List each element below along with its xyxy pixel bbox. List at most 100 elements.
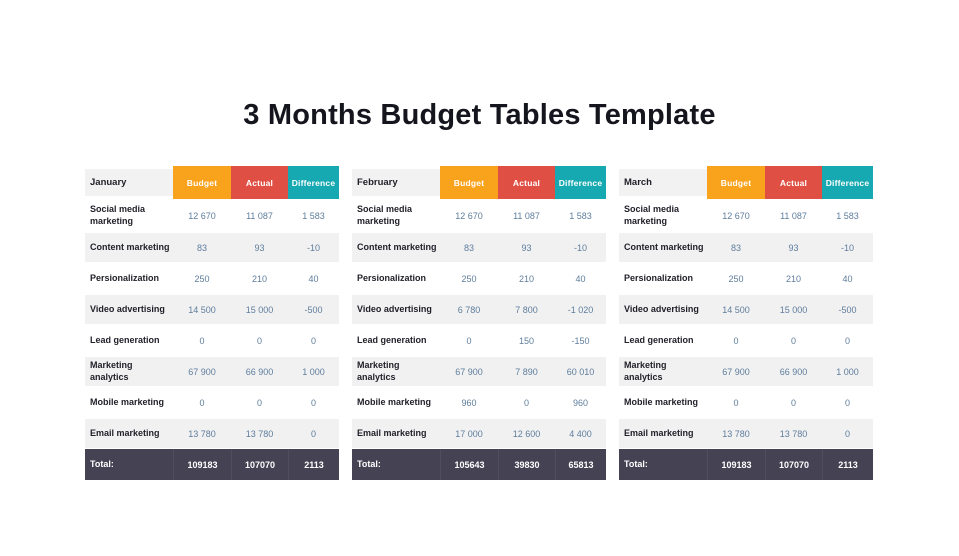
row-label: Video advertising (90, 303, 165, 314)
total-budget: 105643 (440, 449, 498, 480)
total-difference: 2113 (288, 449, 339, 480)
cell-difference: 0 (844, 397, 850, 408)
cell-actual: 210 (785, 273, 802, 284)
month-label: February (352, 169, 440, 196)
table-row: Lead generation 0 150 -150 (352, 325, 606, 356)
table-row: Video advertising 14 500 15 000 -500 (619, 294, 873, 325)
cell-difference: 1 583 (836, 210, 859, 221)
cell-actual: 11 087 (246, 210, 273, 221)
row-label: Email marketing (357, 427, 427, 438)
table-row: Lead generation 0 0 0 (85, 325, 339, 356)
cell-difference: 60 010 (566, 366, 595, 377)
total-label: Total: (624, 458, 648, 469)
cell-budget: 13 780 (722, 428, 750, 439)
cell-actual: 0 (523, 397, 529, 408)
cell-actual: 66 900 (779, 366, 808, 377)
table-row: Video advertising 6 780 7 800 -1 020 (352, 294, 606, 325)
cell-actual: 0 (790, 335, 796, 346)
cell-budget: 12 670 (188, 210, 216, 221)
cell-actual: 93 (521, 242, 532, 253)
total-row: Total: 109183 107070 2113 (85, 449, 339, 480)
table-row: Marketing analytics 67 900 66 900 1 000 (85, 356, 339, 387)
cell-difference: -10 (840, 242, 854, 253)
cell-budget: 14 500 (722, 304, 750, 315)
cell-difference: 1 000 (836, 366, 859, 377)
total-budget: 109183 (707, 449, 765, 480)
cell-budget: 250 (194, 273, 210, 284)
cell-difference: 4 400 (569, 428, 592, 439)
cell-actual: 93 (788, 242, 799, 253)
row-label: Mobile marketing (624, 396, 699, 407)
column-header-actual: Actual (231, 166, 288, 199)
row-label: Video advertising (357, 303, 432, 314)
table-row: Persionalization 250 210 40 (619, 263, 873, 294)
row-label: Social media marketing (357, 204, 413, 226)
table-row: Content marketing 83 93 -10 (352, 232, 606, 263)
row-label: Content marketing (357, 241, 437, 252)
cell-budget: 0 (199, 335, 205, 346)
cell-actual: 15 000 (245, 304, 274, 315)
row-label: Mobile marketing (357, 396, 432, 407)
row-label: Email marketing (90, 427, 160, 438)
cell-actual: 150 (518, 335, 535, 346)
cell-actual: 11 087 (513, 210, 540, 221)
cell-difference: 0 (310, 428, 316, 439)
cell-budget: 0 (733, 335, 739, 346)
table-row: Video advertising 14 500 15 000 -500 (85, 294, 339, 325)
table-row: Mobile marketing 0 0 0 (85, 387, 339, 418)
table-row: Mobile marketing 0 0 0 (619, 387, 873, 418)
table-row: Marketing analytics 67 900 7 890 60 010 (352, 356, 606, 387)
cell-actual: 210 (251, 273, 268, 284)
row-label: Lead generation (90, 334, 160, 345)
cell-budget: 67 900 (455, 366, 483, 377)
table-row: Persionalization 250 210 40 (85, 263, 339, 294)
row-label: Marketing analytics (90, 360, 133, 382)
column-header-difference: Difference (288, 166, 339, 199)
cell-budget: 83 (463, 242, 474, 253)
row-label: Lead generation (624, 334, 694, 345)
column-header-budget: Budget (707, 166, 765, 199)
table-header: February Budget Actual Difference (352, 166, 606, 199)
cell-budget: 960 (461, 397, 477, 408)
cell-difference: -1 020 (567, 304, 594, 315)
cell-budget: 250 (728, 273, 744, 284)
cell-budget: 6 780 (457, 304, 481, 315)
cell-budget: 13 780 (188, 428, 216, 439)
budget-table-february: February Budget Actual Difference Social med… (352, 166, 606, 480)
cell-actual: 11 087 (780, 210, 807, 221)
total-difference: 2113 (822, 449, 873, 480)
cell-difference: -500 (304, 304, 323, 315)
row-label: Marketing analytics (624, 360, 667, 382)
cell-difference: 0 (310, 397, 316, 408)
cell-difference: 0 (844, 335, 850, 346)
cell-actual: 0 (256, 335, 262, 346)
table-row: Lead generation 0 0 0 (619, 325, 873, 356)
total-actual: 107070 (765, 449, 822, 480)
cell-difference: 40 (308, 273, 319, 284)
cell-difference: 0 (310, 335, 316, 346)
cell-difference: 0 (844, 428, 850, 439)
table-row: Social media marketing 12 670 11 087 1 583 (352, 199, 606, 232)
column-header-budget: Budget (440, 166, 498, 199)
table-row: Content marketing 83 93 -10 (85, 232, 339, 263)
row-label: Content marketing (624, 241, 704, 252)
cell-difference: 40 (842, 273, 853, 284)
month-label: January (85, 169, 173, 196)
total-difference: 65813 (555, 449, 606, 480)
cell-budget: 12 670 (455, 210, 483, 221)
cell-budget: 67 900 (188, 366, 216, 377)
total-budget: 109183 (173, 449, 231, 480)
table-row: Social media marketing 12 670 11 087 1 583 (85, 199, 339, 232)
column-header-actual: Actual (765, 166, 822, 199)
cell-actual: 13 780 (779, 428, 808, 439)
cell-actual: 15 000 (779, 304, 808, 315)
cell-actual: 66 900 (245, 366, 274, 377)
column-header-difference: Difference (555, 166, 606, 199)
cell-budget: 83 (196, 242, 207, 253)
cell-actual: 210 (518, 273, 535, 284)
cell-budget: 67 900 (722, 366, 750, 377)
cell-difference: 40 (575, 273, 586, 284)
table-row: Social media marketing 12 670 11 087 1 583 (619, 199, 873, 232)
cell-difference: -150 (571, 335, 590, 346)
cell-actual: 93 (254, 242, 265, 253)
